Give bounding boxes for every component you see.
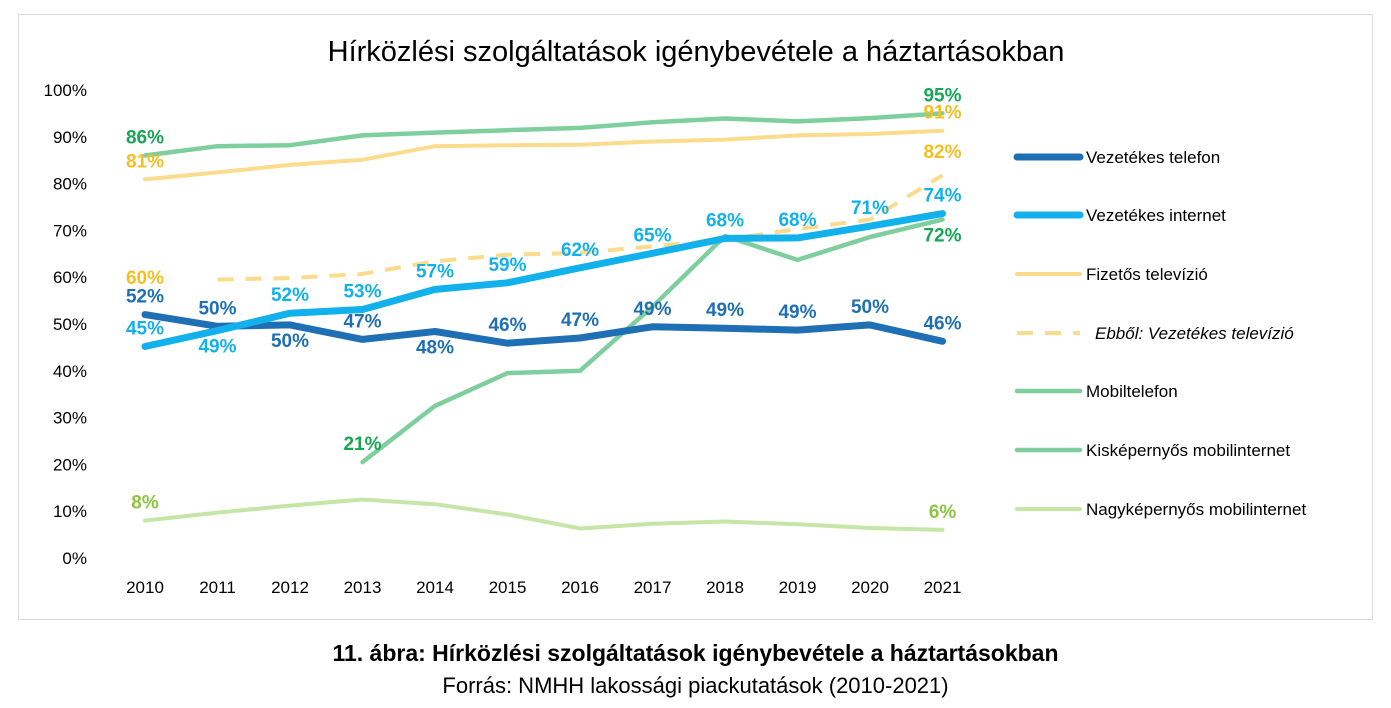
data-label: 6% [929, 502, 957, 523]
y-tick-label: 50% [53, 315, 87, 334]
x-tick-label: 2021 [924, 578, 962, 597]
data-label: 86% [126, 128, 164, 149]
data-label: 49% [706, 300, 744, 321]
data-label: 45% [126, 318, 164, 339]
data-label: 21% [343, 434, 381, 455]
data-label: 57% [416, 261, 454, 282]
y-axis: 0% 10% 20% 30% 40% 50% 60% 70% 80% 90% 100% [44, 81, 87, 568]
chart-title: Hírközlési szolgáltatások igénybevétele … [328, 36, 1065, 68]
data-label: 68% [706, 210, 744, 231]
data-label: 49% [633, 299, 671, 320]
x-tick-label: 2019 [779, 578, 817, 597]
x-tick-label: 2020 [851, 578, 889, 597]
x-tick-label: 2017 [634, 578, 672, 597]
data-label: 46% [923, 313, 961, 334]
figure-source: Forrás: NMHH lakossági piackutatások (20… [442, 673, 949, 698]
data-label: 95% [923, 85, 961, 106]
legend-label: Vezetékes telefon [1086, 148, 1220, 167]
x-tick-label: 2010 [126, 578, 164, 597]
data-label: 52% [271, 285, 309, 306]
legend-label: Kisképernyős mobilinternet [1086, 441, 1290, 460]
data-label: 53% [343, 281, 381, 302]
legend-label: Vezetékes internet [1086, 206, 1226, 225]
data-label: 59% [488, 255, 526, 276]
y-tick-label: 0% [62, 549, 87, 568]
data-label: 49% [198, 337, 236, 358]
series-line-6 [143, 497, 945, 532]
y-tick-label: 20% [53, 455, 87, 474]
x-tick-label: 2012 [271, 578, 309, 597]
data-label: 91% [923, 103, 961, 124]
x-tick-label: 2011 [199, 578, 236, 597]
series-line-0 [141, 311, 946, 347]
data-label: 74% [923, 186, 961, 207]
series-line-5 [360, 217, 945, 465]
x-tick-label: 2013 [344, 578, 382, 597]
legend-label: Fizetős televízió [1086, 265, 1208, 284]
series-line-3 [217, 173, 944, 282]
series-line-4 [142, 111, 945, 158]
data-label: 68% [778, 210, 816, 231]
data-labels: 52% 50% 50% 47% 48% 46% 47% 49% 49% 49% 50% 46% 45% 4… [126, 85, 962, 523]
line-chart: Hírközlési szolgáltatások igénybevétele … [44, 36, 1307, 597]
x-axis: 2010 2011 2012 2013 2014 2015 2016 2017 2018 2019… [126, 578, 961, 597]
data-label: 50% [271, 331, 309, 352]
legend-label: Ebből: Vezetékes televízió [1095, 324, 1294, 343]
data-label: 47% [561, 310, 599, 331]
x-tick-label: 2016 [561, 578, 599, 597]
legend: Vezetékes telefon Vezetékes internet Fizet… [1013, 148, 1306, 519]
chart-frame [18, 14, 1373, 620]
data-label: 62% [561, 240, 599, 261]
data-label: 60% [126, 268, 164, 289]
data-label: 81% [126, 151, 164, 172]
data-label: 50% [198, 298, 236, 319]
y-tick-label: 70% [53, 221, 87, 240]
series-lines [141, 111, 946, 532]
series-line-1 [141, 210, 946, 350]
series-line-2 [143, 128, 945, 182]
legend-label: Mobiltelefon [1086, 382, 1178, 401]
data-label: 71% [851, 198, 889, 219]
data-label: 65% [633, 225, 671, 246]
x-tick-label: 2018 [706, 578, 744, 597]
data-label: 50% [851, 297, 889, 318]
x-tick-label: 2015 [489, 578, 527, 597]
data-label: 46% [488, 315, 526, 336]
legend-label: Nagyképernyős mobilinternet [1086, 500, 1306, 519]
data-label: 47% [343, 311, 381, 332]
data-label: 49% [778, 302, 816, 323]
y-tick-label: 10% [53, 502, 87, 521]
data-label: 72% [923, 226, 961, 247]
y-tick-label: 100% [44, 81, 87, 100]
y-tick-label: 80% [53, 175, 87, 194]
y-tick-label: 90% [53, 128, 87, 147]
y-tick-label: 60% [53, 268, 87, 287]
data-label: 8% [131, 493, 159, 514]
data-label: 48% [416, 337, 454, 358]
y-tick-label: 40% [53, 362, 87, 381]
data-label: 52% [126, 287, 164, 308]
x-tick-label: 2014 [416, 578, 454, 597]
y-tick-label: 30% [53, 409, 87, 428]
data-label: 82% [923, 142, 961, 163]
figure-caption: 11. ábra: Hírközlési szolgáltatások igén… [332, 640, 1059, 666]
